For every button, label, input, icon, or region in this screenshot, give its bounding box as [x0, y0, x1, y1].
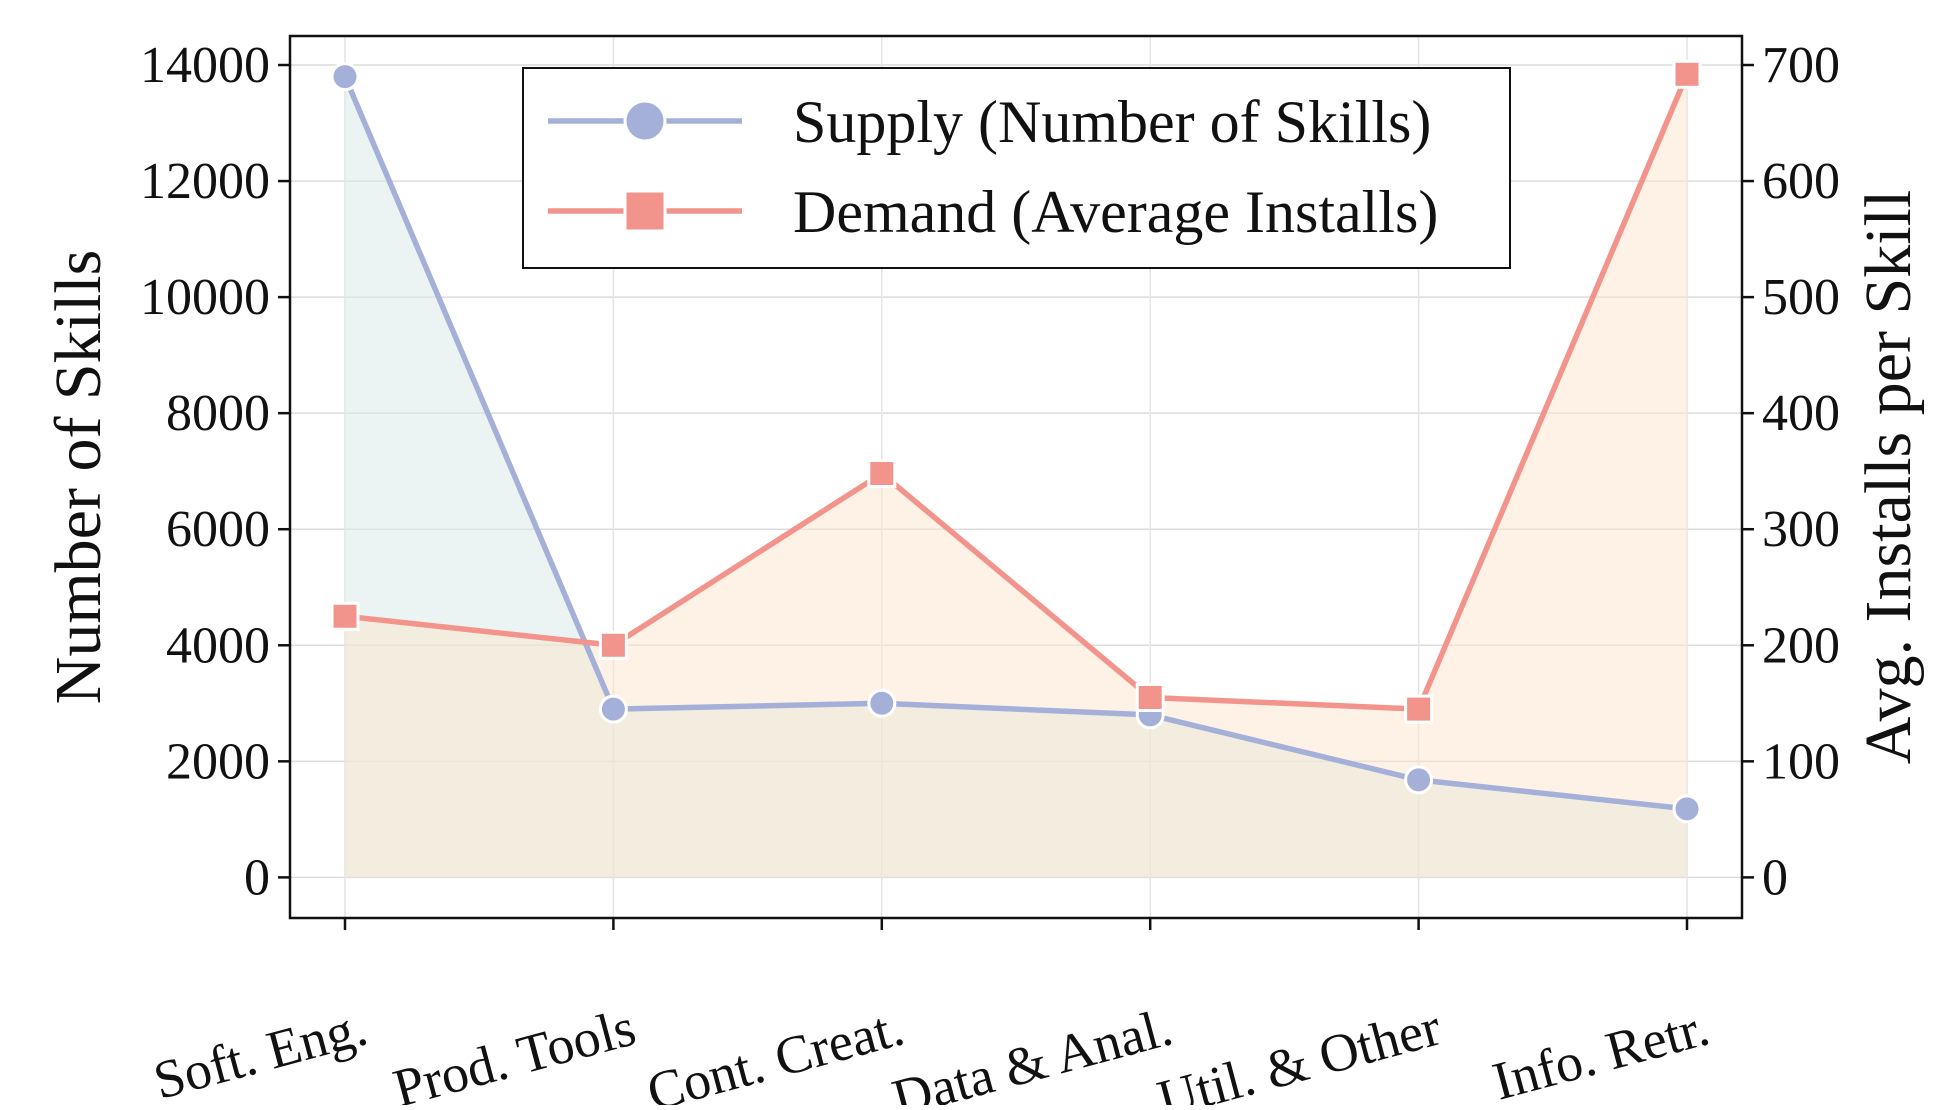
series-line-0 — [342, 75, 1688, 812]
data-point-square — [1672, 59, 1702, 89]
data-point-circle — [867, 688, 897, 718]
series-line-1 — [344, 73, 1690, 712]
y-tick-label: 10000 — [140, 269, 270, 326]
x-tick-label: Util. & Other — [1152, 997, 1447, 1105]
plot-frame — [288, 34, 1744, 920]
data-point-square — [1404, 694, 1434, 724]
data-point-circle — [598, 694, 628, 724]
y2-tick-label: 400 — [1762, 385, 1840, 442]
data-point-square — [330, 601, 360, 631]
legend-box — [522, 67, 1511, 269]
y2-tick-label: 500 — [1762, 269, 1840, 326]
y-tick-label: 4000 — [166, 617, 270, 674]
area-fills — [345, 74, 1687, 878]
y-axis-title: Number of Skills — [42, 250, 115, 705]
x-tick-label: Prod. Tools — [387, 997, 641, 1105]
data-point-circle — [1404, 765, 1434, 795]
series-lines — [342, 73, 1690, 812]
data-point-square — [1135, 683, 1165, 712]
y2-tick-label: 300 — [1762, 501, 1840, 558]
x-tick-label: Info. Retr. — [1487, 997, 1715, 1105]
legend: Supply (Number of Skills) Demand (Averag… — [522, 67, 1511, 269]
y-tick-label: 14000 — [140, 37, 270, 94]
area-fill-1 — [345, 74, 1687, 878]
y2-tick-label: 600 — [1762, 153, 1840, 210]
y-tick-label: 2000 — [166, 733, 270, 790]
legend-entries — [548, 99, 742, 233]
y2-tick-label: 200 — [1762, 617, 1840, 674]
y2-axis-title: Avg. Installs per Skill — [1852, 190, 1925, 764]
legend-label-demand: Demand (Average Installs) — [793, 179, 1438, 245]
data-point-circle — [1672, 794, 1702, 824]
y-tick-label: 6000 — [166, 501, 270, 558]
y2-tick-label: 0 — [1762, 849, 1788, 906]
legend-marker-circle — [623, 99, 667, 143]
y-tick-label: 0 — [244, 849, 270, 906]
x-tick-label: Soft. Eng. — [147, 997, 373, 1105]
y2-tick-label: 100 — [1762, 733, 1840, 790]
data-point-square — [598, 630, 628, 660]
series-markers — [330, 59, 1702, 824]
data-point-square — [867, 459, 897, 489]
x-tick-label: Data & Anal. — [886, 997, 1178, 1105]
legend-label-supply: Supply (Number of Skills) — [793, 89, 1431, 155]
legend-marker-square — [623, 189, 667, 233]
x-tick-label: Cont. Creat. — [641, 997, 910, 1105]
data-point-circle — [330, 62, 360, 92]
y-tick-label: 12000 — [140, 153, 270, 210]
y-tick-label: 8000 — [166, 385, 270, 442]
axis-ticks — [278, 63, 1754, 930]
y2-tick-label: 700 — [1762, 37, 1840, 94]
